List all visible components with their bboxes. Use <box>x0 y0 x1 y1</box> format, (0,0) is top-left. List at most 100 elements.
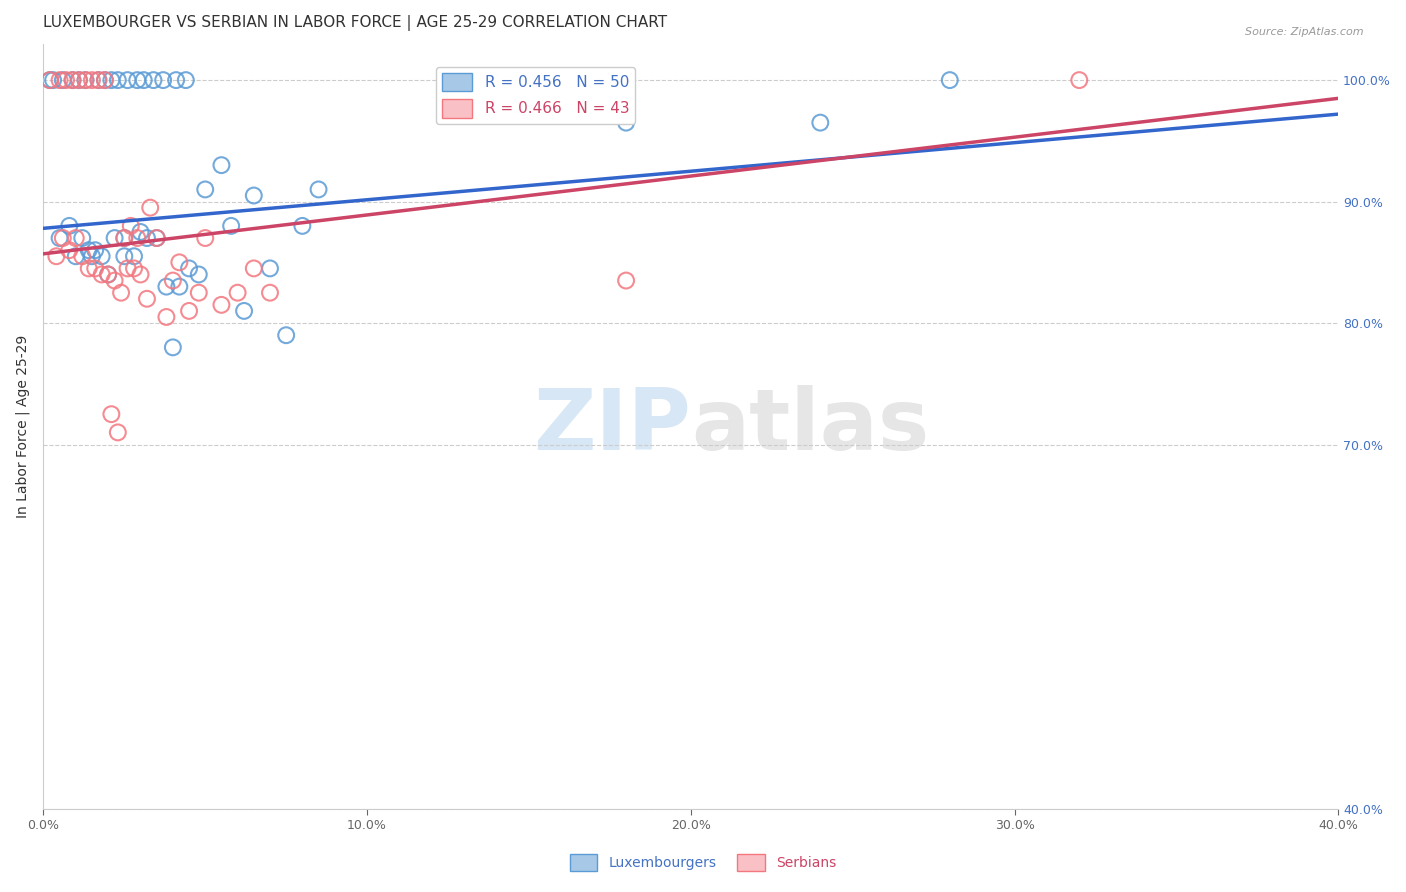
Point <box>127 231 149 245</box>
Legend: R = 0.456   N = 50, R = 0.466   N = 43: R = 0.456 N = 50, R = 0.466 N = 43 <box>436 67 636 124</box>
Point <box>614 115 637 129</box>
Point <box>209 158 232 172</box>
Point <box>90 249 112 263</box>
Point <box>38 73 60 87</box>
Point <box>97 268 120 282</box>
Point <box>243 261 266 276</box>
Point <box>75 73 97 87</box>
Point <box>77 261 100 276</box>
Point <box>80 73 103 87</box>
Point <box>94 73 117 87</box>
Point <box>177 261 200 276</box>
Point <box>42 73 65 87</box>
Point <box>65 231 87 245</box>
Point <box>48 231 70 245</box>
Point <box>94 73 117 87</box>
Point <box>136 292 159 306</box>
Point <box>112 231 135 245</box>
Point <box>129 268 152 282</box>
Point <box>48 73 70 87</box>
Point <box>152 73 174 87</box>
Point <box>276 328 298 343</box>
Point <box>67 73 90 87</box>
Point <box>58 243 80 257</box>
Text: ZIP: ZIP <box>533 384 690 467</box>
Point <box>174 73 197 87</box>
Point <box>259 261 281 276</box>
Point <box>55 73 77 87</box>
Point <box>1069 73 1091 87</box>
Point <box>169 279 191 293</box>
Point <box>165 73 187 87</box>
Point <box>187 285 209 300</box>
Point <box>104 274 127 288</box>
Point <box>194 182 217 196</box>
Point <box>62 73 84 87</box>
Point <box>136 231 159 245</box>
Point <box>62 73 84 87</box>
Text: atlas: atlas <box>690 384 929 467</box>
Point <box>939 73 962 87</box>
Point <box>187 268 209 282</box>
Point <box>122 261 145 276</box>
Point <box>107 425 129 440</box>
Point <box>122 249 145 263</box>
Point <box>219 219 242 233</box>
Point <box>84 243 107 257</box>
Point <box>100 73 122 87</box>
Point <box>808 115 831 129</box>
Point <box>70 249 93 263</box>
Text: LUXEMBOURGER VS SERBIAN IN LABOR FORCE | AGE 25-29 CORRELATION CHART: LUXEMBOURGER VS SERBIAN IN LABOR FORCE |… <box>44 15 668 31</box>
Point <box>132 73 155 87</box>
Point <box>233 304 256 318</box>
Point <box>194 231 217 245</box>
Point <box>145 231 167 245</box>
Point <box>87 73 110 87</box>
Point <box>77 243 100 257</box>
Point <box>65 249 87 263</box>
Point <box>162 340 184 354</box>
Point <box>177 304 200 318</box>
Point <box>38 73 60 87</box>
Point <box>45 249 67 263</box>
Point <box>226 285 249 300</box>
Point <box>75 73 97 87</box>
Point <box>127 73 149 87</box>
Point <box>110 285 132 300</box>
Y-axis label: In Labor Force | Age 25-29: In Labor Force | Age 25-29 <box>15 334 30 518</box>
Point <box>67 73 90 87</box>
Point <box>52 73 75 87</box>
Point <box>291 219 314 233</box>
Point <box>308 182 330 196</box>
Point <box>145 231 167 245</box>
Point <box>97 268 120 282</box>
Point <box>117 73 139 87</box>
Point <box>112 231 135 245</box>
Point <box>90 268 112 282</box>
Point <box>162 274 184 288</box>
Point <box>129 225 152 239</box>
Point <box>117 261 139 276</box>
Point <box>112 249 135 263</box>
Point <box>100 407 122 421</box>
Point <box>155 279 177 293</box>
Point <box>614 274 637 288</box>
Point <box>259 285 281 300</box>
Point <box>209 298 232 312</box>
Point <box>142 73 165 87</box>
Point <box>70 231 93 245</box>
Point <box>52 231 75 245</box>
Point <box>155 310 177 324</box>
Text: Source: ZipAtlas.com: Source: ZipAtlas.com <box>1246 27 1364 37</box>
Point <box>87 73 110 87</box>
Point <box>58 219 80 233</box>
Point <box>243 188 266 202</box>
Point <box>169 255 191 269</box>
Point <box>84 261 107 276</box>
Point <box>80 249 103 263</box>
Point <box>107 73 129 87</box>
Point <box>139 201 162 215</box>
Legend: Luxembourgers, Serbians: Luxembourgers, Serbians <box>564 848 842 876</box>
Point <box>104 231 127 245</box>
Point <box>120 219 142 233</box>
